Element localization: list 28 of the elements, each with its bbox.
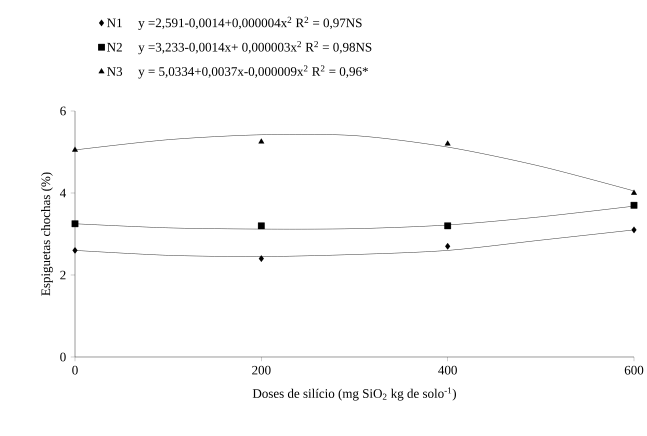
text: y =3,233-0,0014x+ 0,000003x$^{2}$ R$^{2}$ = 0,98NS [138,41,372,54]
point [630,202,638,209]
y-tick-label: 0 [60,352,66,362]
y-tick-label: 2 [60,270,66,280]
x-tick-label: 200 [252,366,271,375]
point [72,247,78,254]
y-tick-label: 4 [60,188,66,198]
text: y = 5,0334+0,0037x-0,000009x$^{2}$ R$^{2}$ = 0,96* [138,65,368,79]
point [72,220,78,228]
x-tick-label: 400 [438,366,457,375]
point [445,242,450,250]
legend-label: N3 [107,67,122,76]
point [631,226,637,234]
point [258,255,264,262]
legend-label: N2 [107,42,122,52]
point [258,222,265,230]
point [258,138,264,144]
x-tick-label: 0 [72,366,78,375]
point [444,222,452,230]
y-tick-label: 6 [60,106,66,116]
legend-label: N1 [107,18,122,28]
text: y =2,591-0,0014+0,000004x$^{2}$ R$^{2}$ = 0,97NS [138,16,362,30]
point [444,140,451,146]
x-axis-title: Doses de silício (mg SiO$_{2}$ kg de solo$^{-1}$) [252,387,456,401]
point [72,146,78,152]
point [631,190,637,195]
y-axis-title: Espiguetas chochas (%) [41,172,53,296]
x-tick-label: 600 [624,366,644,375]
